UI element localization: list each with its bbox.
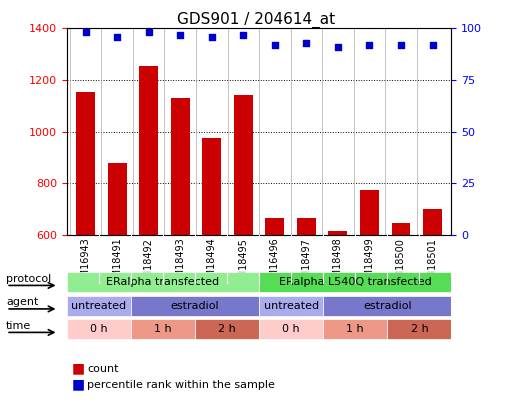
- Point: [82, 29, 90, 36]
- Point: [334, 44, 342, 50]
- Bar: [108, 163, 127, 235]
- Text: 0 h: 0 h: [90, 324, 108, 334]
- Text: count: count: [87, 364, 119, 373]
- Point: [271, 42, 279, 48]
- Bar: [171, 98, 190, 235]
- Text: estradiol: estradiol: [363, 301, 411, 311]
- Text: ERalpha L540Q transfected: ERalpha L540Q transfected: [279, 277, 431, 287]
- Text: 1 h: 1 h: [346, 324, 364, 334]
- Point: [397, 42, 405, 48]
- Point: [176, 31, 184, 38]
- FancyBboxPatch shape: [259, 272, 451, 292]
- Bar: [234, 96, 253, 235]
- FancyBboxPatch shape: [323, 319, 387, 339]
- Point: [239, 31, 247, 38]
- Text: protocol: protocol: [6, 274, 51, 284]
- FancyBboxPatch shape: [67, 272, 259, 292]
- Text: ■: ■: [72, 378, 85, 392]
- Bar: [139, 66, 158, 235]
- Point: [302, 40, 310, 46]
- Bar: [202, 138, 221, 235]
- FancyBboxPatch shape: [259, 296, 323, 315]
- Text: agent: agent: [6, 297, 38, 307]
- FancyBboxPatch shape: [67, 296, 131, 315]
- Text: ■: ■: [72, 362, 85, 375]
- Text: 2 h: 2 h: [410, 324, 428, 334]
- FancyBboxPatch shape: [131, 296, 259, 315]
- Text: percentile rank within the sample: percentile rank within the sample: [87, 380, 275, 390]
- Text: untreated: untreated: [71, 301, 126, 311]
- Bar: [76, 92, 95, 235]
- FancyBboxPatch shape: [195, 319, 259, 339]
- Text: 1 h: 1 h: [154, 324, 172, 334]
- FancyBboxPatch shape: [67, 319, 131, 339]
- FancyBboxPatch shape: [131, 319, 195, 339]
- FancyBboxPatch shape: [323, 296, 451, 315]
- Point: [428, 42, 437, 48]
- Bar: [423, 209, 442, 235]
- Text: estradiol: estradiol: [171, 301, 219, 311]
- FancyBboxPatch shape: [387, 319, 451, 339]
- Text: time: time: [6, 321, 31, 331]
- FancyBboxPatch shape: [259, 319, 323, 339]
- Bar: [328, 231, 347, 235]
- Bar: [391, 223, 410, 235]
- Text: 2 h: 2 h: [218, 324, 236, 334]
- Bar: [297, 218, 316, 235]
- Bar: [360, 190, 379, 235]
- Point: [208, 33, 216, 40]
- Text: untreated: untreated: [264, 301, 319, 311]
- Text: ERalpha transfected: ERalpha transfected: [106, 277, 220, 287]
- Point: [365, 42, 373, 48]
- Text: 0 h: 0 h: [282, 324, 300, 334]
- Point: [145, 29, 153, 36]
- Point: [113, 33, 121, 40]
- Text: GDS901 / 204614_at: GDS901 / 204614_at: [177, 12, 336, 28]
- Bar: [265, 218, 284, 235]
